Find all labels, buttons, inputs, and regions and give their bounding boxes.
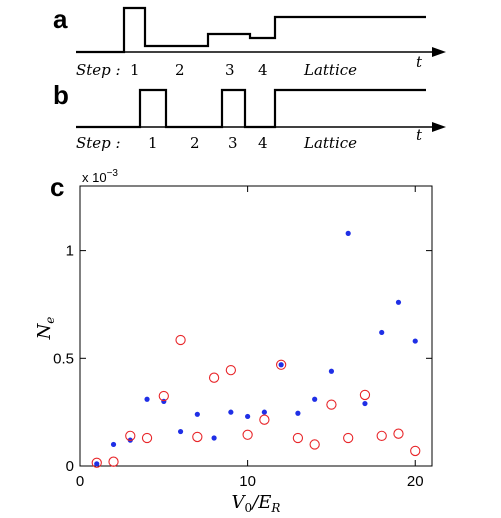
data-point-open-circle xyxy=(259,414,270,425)
data-point-open-circle xyxy=(343,432,354,444)
panel-a-step-4: 4 xyxy=(258,61,268,79)
panel-a-axis-arrow xyxy=(432,47,446,57)
data-point-open-circle xyxy=(410,445,421,457)
panel-a-step-2: 2 xyxy=(175,61,185,79)
data-point-filled-dot xyxy=(94,461,100,467)
data-point-filled-dot xyxy=(345,230,351,236)
panel-a-label: a xyxy=(53,4,68,34)
data-point-open-circle xyxy=(91,457,102,468)
data-point-filled-dot xyxy=(194,411,200,417)
y-tick-label: 0.5 xyxy=(53,350,74,367)
data-point-filled-dot xyxy=(295,410,301,416)
data-point-filled-dot xyxy=(261,409,267,415)
data-point-filled-dot xyxy=(312,396,318,402)
data-point-open-circle xyxy=(326,399,337,410)
y-axis-multiplier: x 10−3 xyxy=(82,168,118,185)
data-point-filled-dot xyxy=(379,329,385,336)
panel-b-axis-arrow xyxy=(432,122,446,132)
data-point-open-circle xyxy=(125,430,136,441)
panel-b-step-3: 3 xyxy=(228,134,238,152)
data-point-filled-dot xyxy=(228,409,234,415)
data-point-open-circle xyxy=(225,365,237,376)
data-point-filled-dot xyxy=(362,400,368,407)
data-point-open-circle xyxy=(359,389,371,401)
data-point-filled-dot xyxy=(177,428,184,435)
data-point-open-circle xyxy=(192,431,203,443)
data-point-open-circle xyxy=(141,432,153,444)
data-point-filled-dot xyxy=(144,396,150,402)
data-point-open-circle xyxy=(108,456,119,467)
panel-c-scatter-plot: x 10−3 Ne V0/ER 0 10 20 0 0.5 1 xyxy=(34,168,433,515)
panel-b-step-2: 2 xyxy=(190,134,200,152)
panel-a-step-label: Step : xyxy=(76,61,121,79)
panel-b-step-1: 1 xyxy=(148,134,158,152)
data-point-filled-dot xyxy=(412,338,418,344)
data-point-open-circle xyxy=(175,334,186,346)
panel-b-step-label: Step : xyxy=(76,134,121,152)
data-point-open-circle xyxy=(309,439,320,450)
data-point-filled-dot xyxy=(395,299,402,305)
data-point-open-circle xyxy=(292,432,304,444)
data-point-open-circle xyxy=(376,430,387,441)
panel-a-step-1: 1 xyxy=(130,61,140,79)
panel-a-pulse-sequence xyxy=(76,6,426,54)
panel-b-pulse-sequence xyxy=(76,88,426,129)
panel-b-lattice-label: Lattice xyxy=(303,134,357,152)
panel-a-time-symbol: t xyxy=(416,53,423,71)
data-point-filled-dot xyxy=(328,368,335,374)
data-point-open-circle xyxy=(242,429,253,440)
panel-b-step-4: 4 xyxy=(258,134,268,152)
data-point-filled-dot xyxy=(211,435,217,441)
data-point-filled-dot xyxy=(278,362,284,368)
x-tick-label: 20 xyxy=(407,473,424,490)
x-axis-label: V0/ER xyxy=(232,492,281,515)
data-point-filled-dot xyxy=(161,398,167,404)
plot-frame xyxy=(79,185,433,467)
y-tick-label: 0 xyxy=(66,458,74,475)
y-axis-label: Ne xyxy=(34,317,57,341)
data-point-filled-dot xyxy=(110,441,117,448)
y-tick-label: 1 xyxy=(66,243,74,260)
data-point-open-circle xyxy=(393,428,404,439)
panel-a-lattice-label: Lattice xyxy=(303,61,357,79)
x-tick-label: 0 xyxy=(76,473,84,490)
panel-b-label: b xyxy=(53,80,69,110)
x-tick-label: 10 xyxy=(239,473,256,490)
panel-c-label: c xyxy=(50,172,64,202)
panel-b-time-symbol: t xyxy=(416,126,423,144)
data-point-open-circle xyxy=(158,390,169,402)
panel-a-timeline: Step : 1 2 3 4 Lattice t xyxy=(76,6,446,79)
data-point-open-circle xyxy=(208,372,220,383)
panel-b-timeline: Step : 1 2 3 4 Lattice t xyxy=(76,88,446,152)
panel-a-step-3: 3 xyxy=(225,61,235,79)
data-point-open-circle xyxy=(275,359,287,370)
data-point-filled-dot xyxy=(245,413,251,420)
